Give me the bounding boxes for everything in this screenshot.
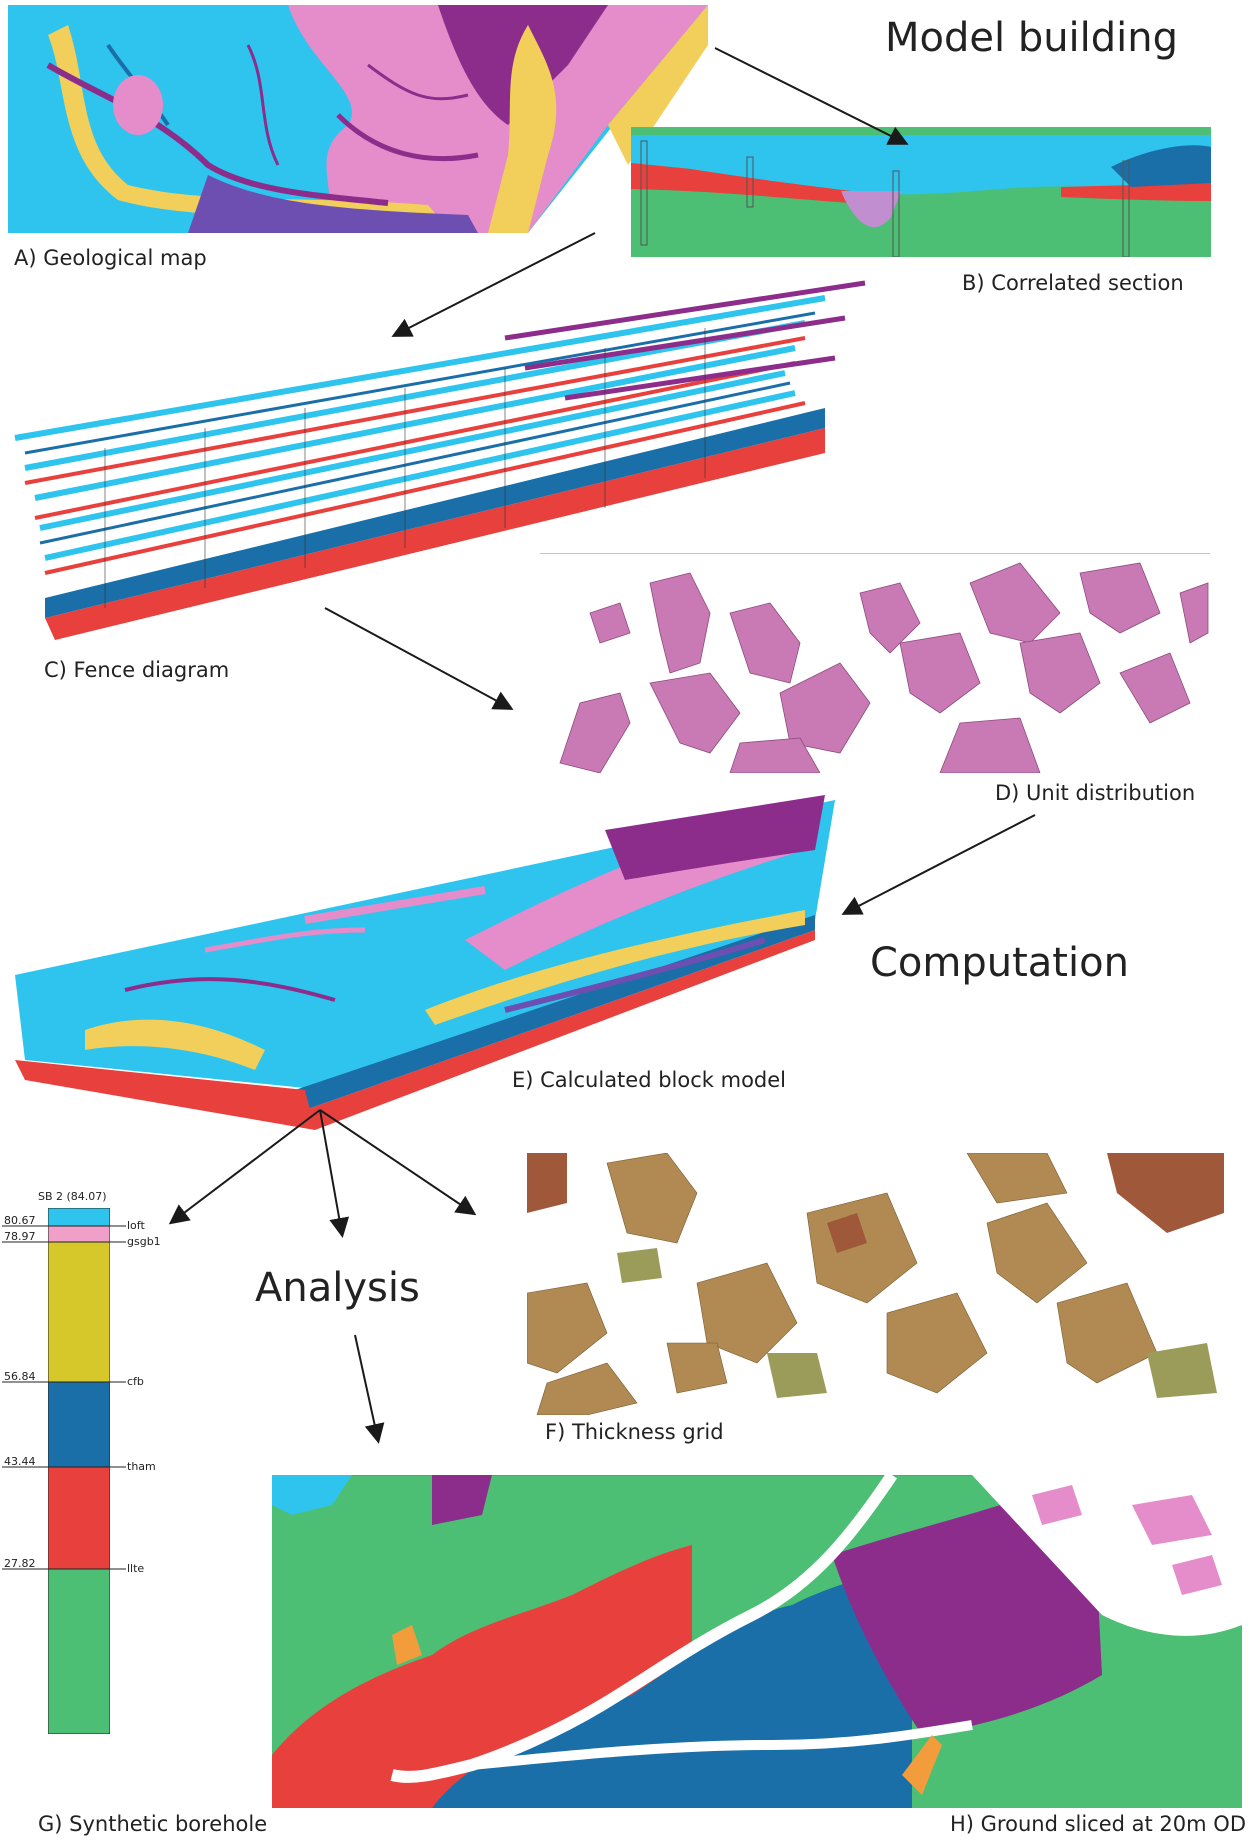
layer-base	[48, 1568, 110, 1734]
unit-label: llte	[127, 1562, 145, 1575]
thickness-grid	[527, 1153, 1224, 1415]
ground-slice-map	[272, 1475, 1242, 1808]
caption-g: G) Synthetic borehole	[38, 1812, 268, 1836]
synthetic-borehole	[48, 1208, 110, 1734]
geological-map	[8, 5, 708, 233]
correlated-section	[631, 127, 1211, 257]
borehole-ticks	[2, 1225, 126, 1570]
layer-llte	[48, 1466, 110, 1570]
model-building-label: Model building	[885, 15, 1179, 61]
unit-distribution	[540, 553, 1210, 773]
computation-label: Computation	[870, 940, 1129, 986]
unit-label: gsgb1	[127, 1235, 161, 1248]
depth-label: 78.97	[4, 1230, 36, 1243]
caption-e: E) Calculated block model	[512, 1068, 787, 1092]
fence-diagram	[5, 278, 880, 640]
caption-c: C) Fence diagram	[44, 658, 230, 682]
caption-d: D) Unit distribution	[995, 781, 1196, 805]
caption-h: H) Ground sliced at 20m OD	[950, 1812, 1246, 1836]
caption-f: F) Thickness grid	[545, 1420, 724, 1444]
analysis-label: Analysis	[255, 1265, 420, 1311]
layer-cfb	[48, 1241, 110, 1383]
depth-label: 56.84	[4, 1370, 36, 1383]
depth-label: 27.82	[4, 1557, 36, 1570]
depth-label: 80.67	[4, 1214, 36, 1227]
calculated-block-model	[5, 790, 850, 1150]
depth-label: 43.44	[4, 1455, 36, 1468]
unit-label: loft	[127, 1219, 145, 1232]
layer-tham	[48, 1381, 110, 1468]
arrow-analysis-to-slice	[354, 1334, 385, 1444]
unit-label: cfb	[127, 1375, 144, 1388]
caption-a: A) Geological map	[14, 246, 207, 270]
unit-label: tham	[127, 1460, 156, 1473]
caption-b: B) Correlated section	[962, 271, 1184, 295]
borehole-title: SB 2 (84.07)	[38, 1190, 107, 1203]
arrow-distribution-to-block	[841, 814, 1036, 915]
